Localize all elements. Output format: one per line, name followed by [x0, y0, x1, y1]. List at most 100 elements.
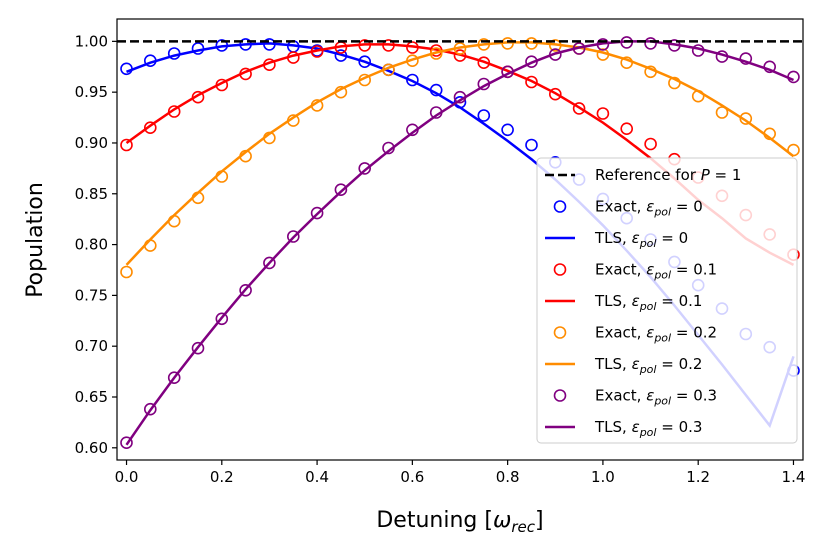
exact-point-1-6	[263, 58, 276, 71]
exact-point-3-9	[334, 183, 348, 196]
legend-label-tls-0: TLS, εpol = 0	[594, 229, 688, 250]
exact-point-3-13	[429, 106, 443, 119]
exact-point-0-4	[215, 39, 229, 52]
exact-point-1-18	[548, 87, 562, 101]
exact-point-2-13	[429, 47, 443, 60]
exact-point-2-11	[382, 63, 395, 77]
legend-handle-exact-0	[553, 200, 567, 213]
legend-label-exact-3: Exact, εpol = 0.3	[595, 387, 717, 408]
exact-point-3-23	[668, 39, 681, 52]
x-tick-label: 0.4	[305, 468, 329, 486]
exact-point-1-11	[382, 39, 395, 52]
x-tick-label: 1.4	[782, 468, 806, 486]
exact-point-2-8	[310, 99, 324, 112]
exact-point-3-0	[120, 436, 133, 450]
exact-point-3-19	[572, 42, 586, 55]
exact-point-2-12	[406, 54, 419, 68]
exact-point-2-24	[691, 89, 705, 103]
exact-point-1-2	[167, 105, 181, 118]
x-tick-label: 0.8	[496, 468, 520, 486]
y-tick-label: 0.70	[75, 337, 108, 355]
exact-point-2-15	[477, 38, 491, 51]
tls-line-3	[125, 40, 794, 446]
exact-point-0-1	[144, 54, 157, 68]
y-tick-label: 0.90	[75, 134, 108, 152]
exact-point-1-5	[239, 67, 252, 81]
exact-point-3-22	[644, 37, 657, 50]
exact-point-3-15	[477, 77, 491, 91]
exact-point-1-4	[215, 78, 229, 92]
exact-point-1-20	[596, 107, 610, 120]
exact-point-2-27	[763, 127, 777, 141]
legend-label-reference: Reference for P = 1	[595, 166, 741, 184]
exact-point-2-25	[715, 106, 729, 119]
exact-point-3-3	[191, 341, 205, 355]
legend-handle-exact-1	[553, 263, 567, 276]
exact-point-1-14	[453, 49, 467, 62]
exact-point-0-10	[358, 55, 372, 69]
exact-point-2-6	[263, 131, 276, 145]
exact-point-2-23	[668, 76, 681, 90]
y-tick-label: 0.65	[75, 388, 108, 406]
exact-point-2-1	[144, 239, 157, 252]
exact-point-1-10	[358, 39, 372, 52]
x-axis-label: Detuning [ωrec]	[376, 508, 543, 536]
tls-line-2	[125, 41, 795, 266]
exact-point-2-20	[596, 48, 610, 61]
legend: Reference for P = 1 Exact, εpol = 0 TLS, ε…	[536, 157, 798, 444]
legend-handle-exact-2	[553, 326, 567, 339]
exact-point-2-2	[167, 214, 181, 228]
series-3	[120, 36, 800, 450]
exact-point-0-16	[501, 123, 514, 137]
exact-point-3-26	[739, 52, 753, 65]
ticks-layer: 0.0 0.2 0.4 0.6 0.8 1.0 1.2 1.4 0.60 0.65 0.70 0.75…	[75, 32, 806, 486]
exact-point-3-7	[286, 230, 300, 243]
exact-point-3-25	[715, 50, 729, 63]
y-tick-label: 0.80	[75, 236, 108, 254]
exact-point-3-17	[525, 55, 538, 69]
exact-point-0-9	[334, 49, 348, 62]
y-tick-label: 1.00	[75, 32, 108, 50]
exact-point-3-10	[358, 162, 372, 175]
exact-point-3-5	[239, 283, 252, 297]
exact-point-0-5	[239, 38, 252, 51]
exact-point-0-3	[191, 42, 205, 55]
exact-point-0-12	[406, 73, 419, 87]
y-axis-label: Population	[23, 182, 48, 298]
x-tick-label: 0.6	[400, 468, 424, 486]
exact-point-2-4	[215, 170, 229, 183]
exact-point-2-16	[501, 37, 514, 50]
exact-point-1-12	[406, 41, 419, 54]
exact-point-2-7	[286, 114, 300, 127]
x-tick-label: 0.2	[210, 468, 234, 486]
exact-point-0-15	[477, 109, 491, 122]
exact-point-3-28	[787, 70, 800, 84]
exact-point-3-1	[144, 402, 157, 416]
exact-point-2-14	[453, 42, 467, 55]
legend-handle-exact-3	[553, 389, 567, 402]
exact-point-2-3	[191, 191, 205, 205]
x-tick-label: 0.0	[115, 468, 139, 486]
x-tick-label: 1.2	[686, 468, 710, 486]
series-layer	[120, 36, 800, 450]
y-tick-label: 0.60	[75, 439, 108, 457]
exact-point-0-13	[429, 83, 443, 97]
legend-label-exact-1: Exact, εpol = 0.1	[595, 261, 717, 282]
axes-layer	[116, 18, 804, 461]
exact-point-1-15	[477, 56, 491, 70]
exact-point-1-22	[644, 137, 657, 151]
legend-label-exact-2: Exact, εpol = 0.2	[595, 324, 717, 345]
exact-point-2-18	[548, 39, 562, 52]
series-2	[120, 37, 800, 279]
exact-point-1-7	[286, 51, 300, 64]
exact-point-3-24	[691, 44, 705, 57]
legend-label-tls-2: TLS, εpol = 0.2	[594, 355, 702, 376]
exact-point-1-8	[310, 45, 324, 58]
exact-point-0-14	[453, 96, 467, 109]
exact-point-1-21	[620, 122, 634, 135]
exact-point-2-10	[358, 73, 372, 87]
exact-point-2-0	[120, 265, 133, 279]
exact-point-1-1	[144, 121, 157, 134]
y-tick-label: 0.85	[75, 185, 108, 203]
